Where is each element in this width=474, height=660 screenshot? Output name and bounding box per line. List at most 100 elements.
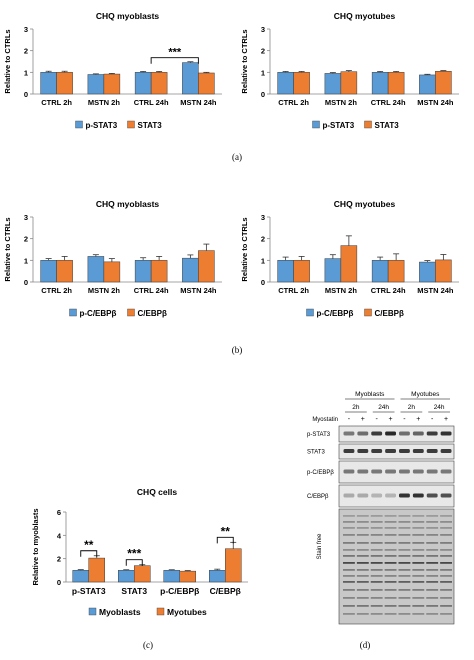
stain-free-band — [440, 589, 452, 591]
stain-free-band — [412, 515, 425, 517]
stain-free-band — [398, 542, 411, 544]
stain-free-band — [412, 613, 425, 615]
stain-free-band — [398, 589, 411, 591]
blot-band — [385, 431, 396, 436]
stain-free-band — [412, 569, 425, 571]
blot-treatment-sign: - — [376, 416, 379, 423]
stain-free-band — [440, 527, 452, 529]
legend-swatch-p-STAT3 — [312, 120, 320, 129]
bar-p-C/EBPβ-MSTN 24h — [182, 257, 199, 283]
stain-free-band — [343, 549, 355, 551]
blot-treatment-sign: - — [348, 416, 351, 423]
blot-group-label: Myotubes — [411, 391, 440, 398]
y-tick-label: 2 — [57, 555, 61, 564]
blot-time-label: 24h — [378, 404, 389, 411]
stain-free-band — [343, 521, 355, 523]
stain-free-band — [426, 589, 439, 591]
blot-band — [343, 469, 355, 474]
stain-free-band — [384, 542, 397, 544]
stain-free-band — [343, 534, 355, 536]
stain-free-band — [343, 581, 355, 583]
stain-free-band — [426, 515, 439, 517]
y-tick-label: 2 — [261, 47, 265, 56]
panel-label-b: (b) — [231, 345, 243, 355]
bar-p-C/EBPβ-MSTN 2h — [87, 256, 105, 283]
bar-C/EBPβ-MSTN 2h — [340, 245, 358, 283]
bar-Myoblasts-p-C/EBPβ — [163, 570, 180, 583]
stain-free-band — [412, 589, 425, 591]
bar-Myotubes-p-C/EBPβ — [179, 570, 196, 583]
panel-label-d: (d) — [359, 640, 371, 650]
y-tick-label: 1 — [24, 256, 28, 265]
stain-free-band — [398, 569, 411, 571]
stain-free-band — [426, 581, 439, 583]
stain-free-band — [398, 562, 411, 564]
x-tick-label: p-C/EBPβ — [160, 586, 199, 596]
stain-free-band — [398, 597, 411, 599]
stain-free-band — [412, 562, 425, 564]
bar-p-STAT3-MSTN 2h — [87, 74, 105, 95]
blot-band — [357, 493, 369, 498]
blot-band — [399, 493, 410, 498]
stain-free-band — [440, 515, 452, 517]
blot-panel-p-STAT3 — [338, 425, 455, 443]
stain-free-band — [356, 581, 369, 583]
stain-free-band — [398, 521, 411, 523]
stain-free-band — [426, 575, 439, 577]
stain-free-band — [440, 562, 452, 564]
stain-free-band — [343, 555, 355, 557]
y-axis-label: Relative to CTRLs — [3, 29, 12, 93]
chart-b-right: CHQ myotubes Relative to CTRLs 0 1 2 3 CTRL 2h… — [240, 199, 459, 318]
y-tick-label: 3 — [24, 25, 28, 34]
chart-title: CHQ cells — [137, 487, 177, 497]
bar-p-C/EBPβ-CTRL 24h — [134, 260, 152, 283]
blot-band — [412, 431, 424, 436]
blot-band — [343, 493, 355, 498]
x-tick-label: MSTN 2h — [325, 286, 358, 295]
blot-band-label: Stain free — [317, 533, 323, 559]
blot-band — [440, 469, 452, 474]
stain-free-band — [343, 613, 355, 615]
significance-bracket — [150, 57, 199, 64]
stain-free-band — [370, 589, 383, 591]
x-tick-label: CTRL 24h — [134, 98, 169, 107]
blot-band — [440, 449, 452, 453]
stain-free-band — [370, 555, 383, 557]
chart-c: CHQ cells Relative to myoblasts 0 2 4 6 p-STAT… — [31, 487, 248, 617]
x-tick-label: MSTN 2h — [88, 98, 121, 107]
blot-band — [385, 469, 396, 474]
blot-time-label: 24h — [434, 404, 445, 411]
bar-Myotubes-STAT3 — [134, 565, 151, 583]
stain-free-band — [343, 589, 355, 591]
bar-p-STAT3-MSTN 24h — [182, 62, 199, 95]
y-tick-label: 1 — [261, 68, 265, 77]
x-tick-label: p-STAT3 — [72, 586, 106, 596]
legend-label: p-STAT3 — [323, 121, 355, 130]
blot-band — [371, 449, 383, 453]
legend-label: Myoblasts — [99, 607, 141, 617]
blot-band — [343, 431, 355, 436]
blot-band — [399, 449, 410, 453]
bar-p-STAT3-CTRL 24h — [134, 72, 152, 95]
significance-stars: ** — [84, 538, 94, 552]
x-tick-label: CTRL 24h — [371, 98, 406, 107]
stain-free-band — [440, 581, 452, 583]
stain-free-band — [370, 549, 383, 551]
stain-free-band — [384, 569, 397, 571]
blot-treatment-sign: + — [416, 416, 420, 423]
significance-bracket — [216, 536, 234, 544]
stain-free-band — [356, 527, 369, 529]
blot-band — [426, 493, 438, 498]
x-tick-label: CTRL 2h — [41, 286, 72, 295]
x-tick-label: MSTN 24h — [180, 98, 217, 107]
legend-swatch-Myoblasts — [88, 607, 97, 616]
blot-band — [412, 449, 424, 453]
stain-free-band — [356, 534, 369, 536]
stain-free-band — [384, 589, 397, 591]
stain-free-band — [440, 542, 452, 544]
bar-p-C/EBPβ-CTRL 2h — [40, 260, 57, 283]
significance-stars: ** — [221, 524, 231, 538]
stain-free-band — [356, 555, 369, 557]
stain-free-band — [426, 562, 439, 564]
blot-group-label: Myoblasts — [355, 391, 385, 398]
